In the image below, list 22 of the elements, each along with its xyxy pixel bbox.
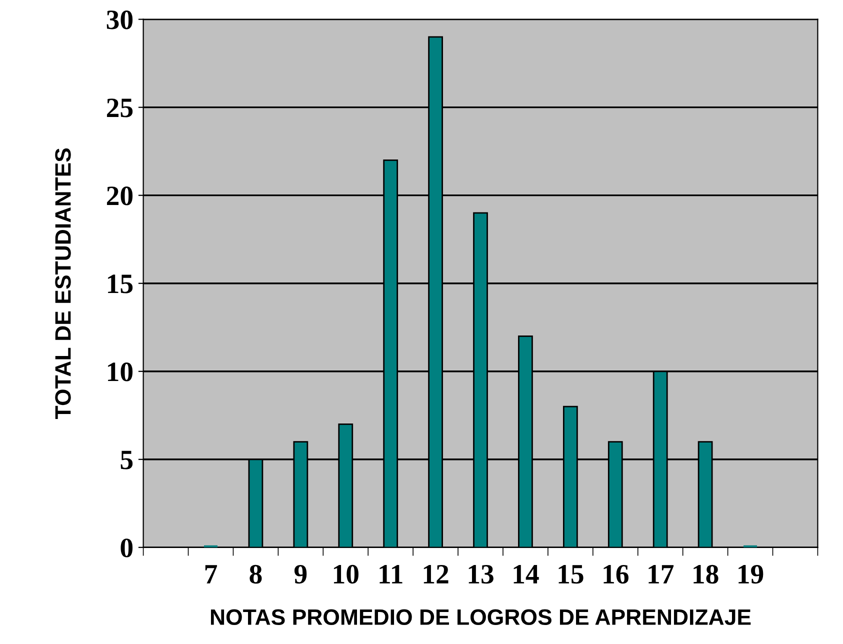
x-tick-label: 13	[468, 564, 494, 584]
x-tick-label: 15	[558, 565, 584, 584]
y-axis-title: TOTAL DE ESTUDIANTES	[55, 148, 71, 419]
x-tick-label: 16	[604, 564, 628, 584]
x-tick-label: 12	[424, 564, 448, 584]
x-tick-label: 19	[738, 564, 764, 584]
y-tick-label: 15	[108, 274, 133, 294]
x-tick-label: 14	[514, 565, 539, 584]
x-tick-label: 18	[694, 564, 718, 584]
x-tick-label: 9	[294, 564, 307, 584]
y-tick-label: 20	[106, 186, 133, 206]
y-tick-label: 25	[106, 98, 133, 118]
x-tick-label: 10	[334, 564, 358, 584]
y-tick-label: 5	[120, 450, 133, 470]
x-tick-label: 11	[380, 565, 402, 584]
x-tick-label: 8	[250, 564, 262, 584]
x-tick-label: 17	[648, 565, 674, 584]
x-tick-label: 7	[205, 565, 218, 584]
x-axis-title: NOTAS PROMEDIO DE LOGROS DE APRENDIZAJE	[210, 609, 751, 626]
y-tick-label: 30	[106, 10, 133, 30]
y-tick-label: 0	[120, 538, 133, 558]
y-tick-label: 10	[108, 362, 133, 382]
